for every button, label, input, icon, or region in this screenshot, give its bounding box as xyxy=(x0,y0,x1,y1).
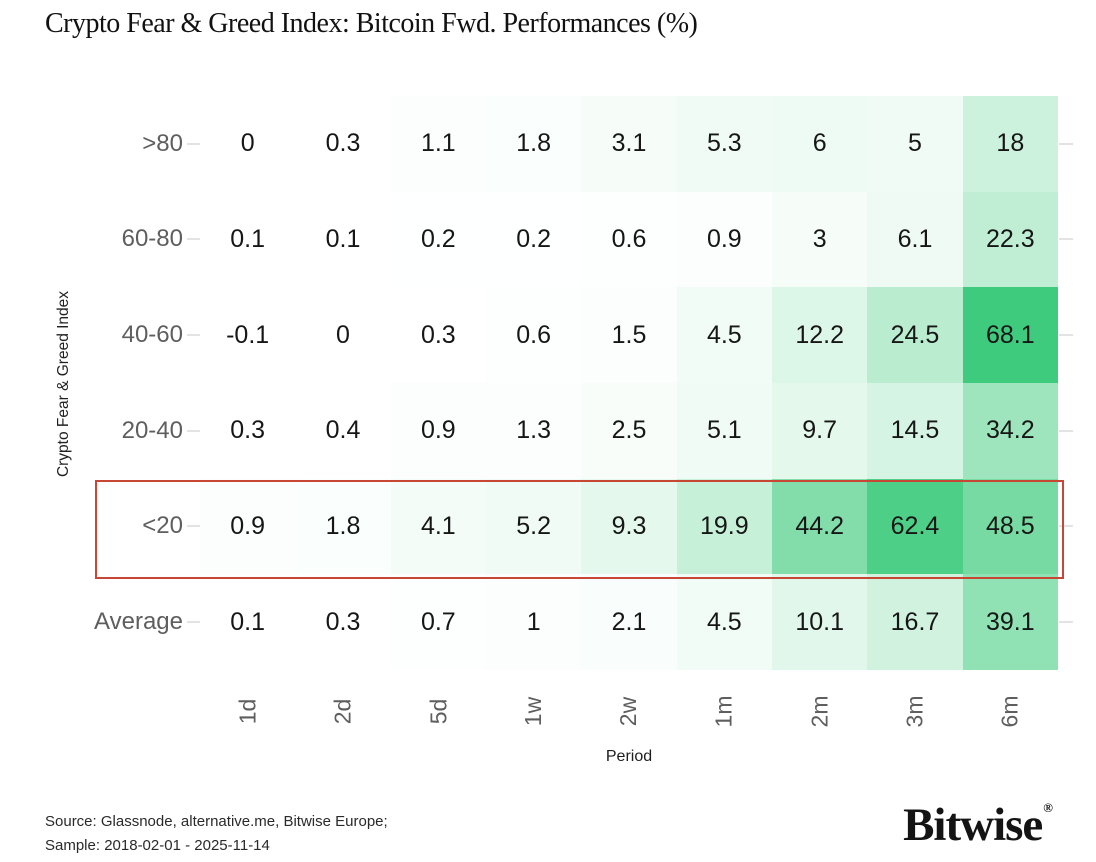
x-tick-label: 2w xyxy=(615,696,642,726)
axis-tick xyxy=(187,142,201,145)
heatmap-grid: 0 0.3 1.1 1.8 3.1 5.3 6 5 18 0.1 0.1 0.2 0.2 0.6 0.9 3 6… xyxy=(200,96,1058,670)
axis-tick xyxy=(1059,621,1073,624)
heatmap-cell: 10.1 xyxy=(772,574,868,670)
heatmap-cell: 6.1 xyxy=(867,191,963,288)
heatmap-cell: 3 xyxy=(772,191,868,288)
sample-line: Sample: 2018-02-01 - 2025-11-14 xyxy=(45,837,270,854)
y-tick-label: <20 xyxy=(142,512,183,540)
heatmap-cell: 39.1 xyxy=(962,574,1058,670)
heatmap-cell: 9.7 xyxy=(772,382,868,479)
axis-tick xyxy=(1059,238,1073,241)
x-tick-label: 5d xyxy=(424,698,451,724)
heatmap-cell: 5.1 xyxy=(676,382,772,479)
highlight-rectangle xyxy=(95,480,1064,579)
axis-tick xyxy=(187,621,201,624)
heatmap-cell: 0.9 xyxy=(390,382,486,479)
heatmap-cell: 1 xyxy=(486,574,582,670)
axis-tick xyxy=(1059,429,1073,432)
x-tick-label: 1d xyxy=(234,698,261,724)
heatmap-cell: 19.9 xyxy=(676,478,772,575)
y-ticks-left xyxy=(187,96,201,670)
heatmap-cell: 34.2 xyxy=(962,382,1058,479)
heatmap-cell: 6 xyxy=(772,96,868,192)
heatmap-cell: 68.1 xyxy=(962,287,1058,383)
heatmap-cell: 14.5 xyxy=(867,382,963,479)
source-line: Source: Glassnode, alternative.me, Bitwi… xyxy=(45,813,388,830)
heatmap-cell: 0.1 xyxy=(200,574,296,670)
heatmap-cell: 1.3 xyxy=(486,382,582,479)
x-tick-label: 3m xyxy=(901,695,928,727)
heatmap-cell: 44.2 xyxy=(772,478,868,575)
y-tick-label: 40-60 xyxy=(121,321,183,349)
heatmap-cell: 0.3 xyxy=(390,287,486,383)
heatmap-cell: 0 xyxy=(200,96,296,192)
heatmap-cell: 1.1 xyxy=(390,96,486,192)
y-tick-label: 60-80 xyxy=(121,225,183,253)
x-tick-label: 1m xyxy=(710,695,737,727)
heatmap-cell: 3.1 xyxy=(581,96,677,192)
x-axis-label: Period xyxy=(605,748,653,765)
heatmap-cell: 1.5 xyxy=(581,287,677,383)
heatmap-cell: 0.9 xyxy=(676,191,772,288)
x-tick-label: 6m xyxy=(996,695,1023,727)
heatmap-cell: 9.3 xyxy=(581,478,677,575)
heatmap-cell: 0.3 xyxy=(295,96,391,192)
x-tick-label: 1w xyxy=(520,696,547,726)
heatmap-cell: 2.1 xyxy=(581,574,677,670)
heatmap-cell: 4.1 xyxy=(390,478,486,575)
heatmap-cell: 12.2 xyxy=(772,287,868,383)
heatmap-cell: 0.6 xyxy=(486,287,582,383)
heatmap-cell: -0.1 xyxy=(200,287,296,383)
x-tick-label: 2m xyxy=(806,695,833,727)
heatmap-cell: 0.6 xyxy=(581,191,677,288)
source-note: Source: Glassnode, alternative.me, Bitwi… xyxy=(45,810,388,858)
heatmap-cell: 2.5 xyxy=(581,382,677,479)
registered-mark: ® xyxy=(1043,800,1053,815)
bitwise-logo-text: Bitwise xyxy=(903,799,1043,851)
heatmap-cell: 16.7 xyxy=(867,574,963,670)
heatmap-cell: 4.5 xyxy=(676,574,772,670)
heatmap-cell: 0 xyxy=(295,287,391,383)
heatmap-cell: 0.4 xyxy=(295,382,391,479)
x-tick-labels: 1d 2d 5d 1w 2w 1m 2m 3m 6m xyxy=(200,678,1058,744)
axis-tick xyxy=(187,429,201,432)
y-tick-label: 20-40 xyxy=(121,416,183,444)
heatmap-cell: 0.9 xyxy=(200,478,296,575)
bitwise-logo: Bitwise® xyxy=(903,798,1053,852)
heatmap-cell: 0.2 xyxy=(390,191,486,288)
axis-tick xyxy=(187,334,201,337)
y-tick-label: >80 xyxy=(142,129,183,157)
heatmap-cell: 0.3 xyxy=(295,574,391,670)
heatmap-cell: 62.4 xyxy=(867,478,963,575)
heatmap-cell: 24.5 xyxy=(867,287,963,383)
axis-tick xyxy=(187,238,201,241)
heatmap-cell: 5.2 xyxy=(486,478,582,575)
heatmap-cell: 48.5 xyxy=(962,478,1058,575)
heatmap-cell: 1.8 xyxy=(295,478,391,575)
heatmap-cell: 5.3 xyxy=(676,96,772,192)
y-ticks-right xyxy=(1059,96,1073,670)
axis-tick xyxy=(1059,525,1073,528)
axis-tick xyxy=(187,525,201,528)
heatmap-cell: 22.3 xyxy=(962,191,1058,288)
heatmap-cell: 0.1 xyxy=(200,191,296,288)
axis-tick xyxy=(1059,334,1073,337)
heatmap-cell: 18 xyxy=(962,96,1058,192)
heatmap-cell: 4.5 xyxy=(676,287,772,383)
axis-tick xyxy=(1059,142,1073,145)
heatmap-cell: 0.2 xyxy=(486,191,582,288)
x-tick-label: 2d xyxy=(329,698,356,724)
heatmap-cell: 5 xyxy=(867,96,963,192)
heatmap-cell: 0.1 xyxy=(295,191,391,288)
chart-title: Crypto Fear & Greed Index: Bitcoin Fwd. … xyxy=(45,8,698,39)
y-tick-labels: >80 60-80 40-60 20-40 <20 Average xyxy=(0,96,183,670)
y-tick-label: Average xyxy=(94,608,183,636)
heatmap-cell: 0.3 xyxy=(200,382,296,479)
heatmap-cell: 1.8 xyxy=(486,96,582,192)
heatmap-cell: 0.7 xyxy=(390,574,486,670)
